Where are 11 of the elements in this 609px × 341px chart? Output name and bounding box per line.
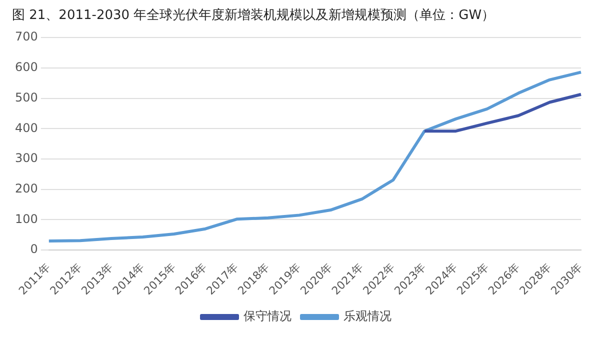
chart-title: 图 21、2011-2030 年全球光伏年度新增装机规模以及新增规模预测（单位：GW） [12,7,495,24]
y-tick-label: 100 [15,212,38,226]
y-tick-label: 200 [15,182,38,196]
y-tick-label: 500 [15,90,38,104]
y-tick-label: 0 [30,242,38,256]
y-tick-label: 300 [15,151,38,166]
y-tick-label: 700 [15,30,38,44]
legend-label: 保守情况 [244,309,292,324]
legend-label: 乐观情况 [344,309,392,324]
y-tick-label: 600 [15,60,38,74]
y-tick-label: 400 [15,120,38,135]
